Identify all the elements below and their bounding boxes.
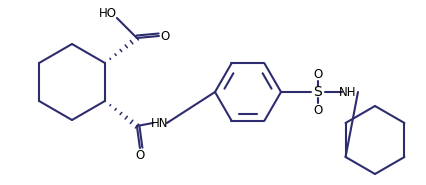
Text: HO: HO	[99, 6, 117, 19]
Text: O: O	[135, 149, 144, 162]
Text: O: O	[313, 103, 322, 117]
Text: NH: NH	[338, 85, 356, 98]
Text: S: S	[313, 85, 322, 99]
Text: O: O	[160, 29, 169, 43]
Text: HN: HN	[151, 117, 168, 130]
Text: O: O	[313, 68, 322, 80]
